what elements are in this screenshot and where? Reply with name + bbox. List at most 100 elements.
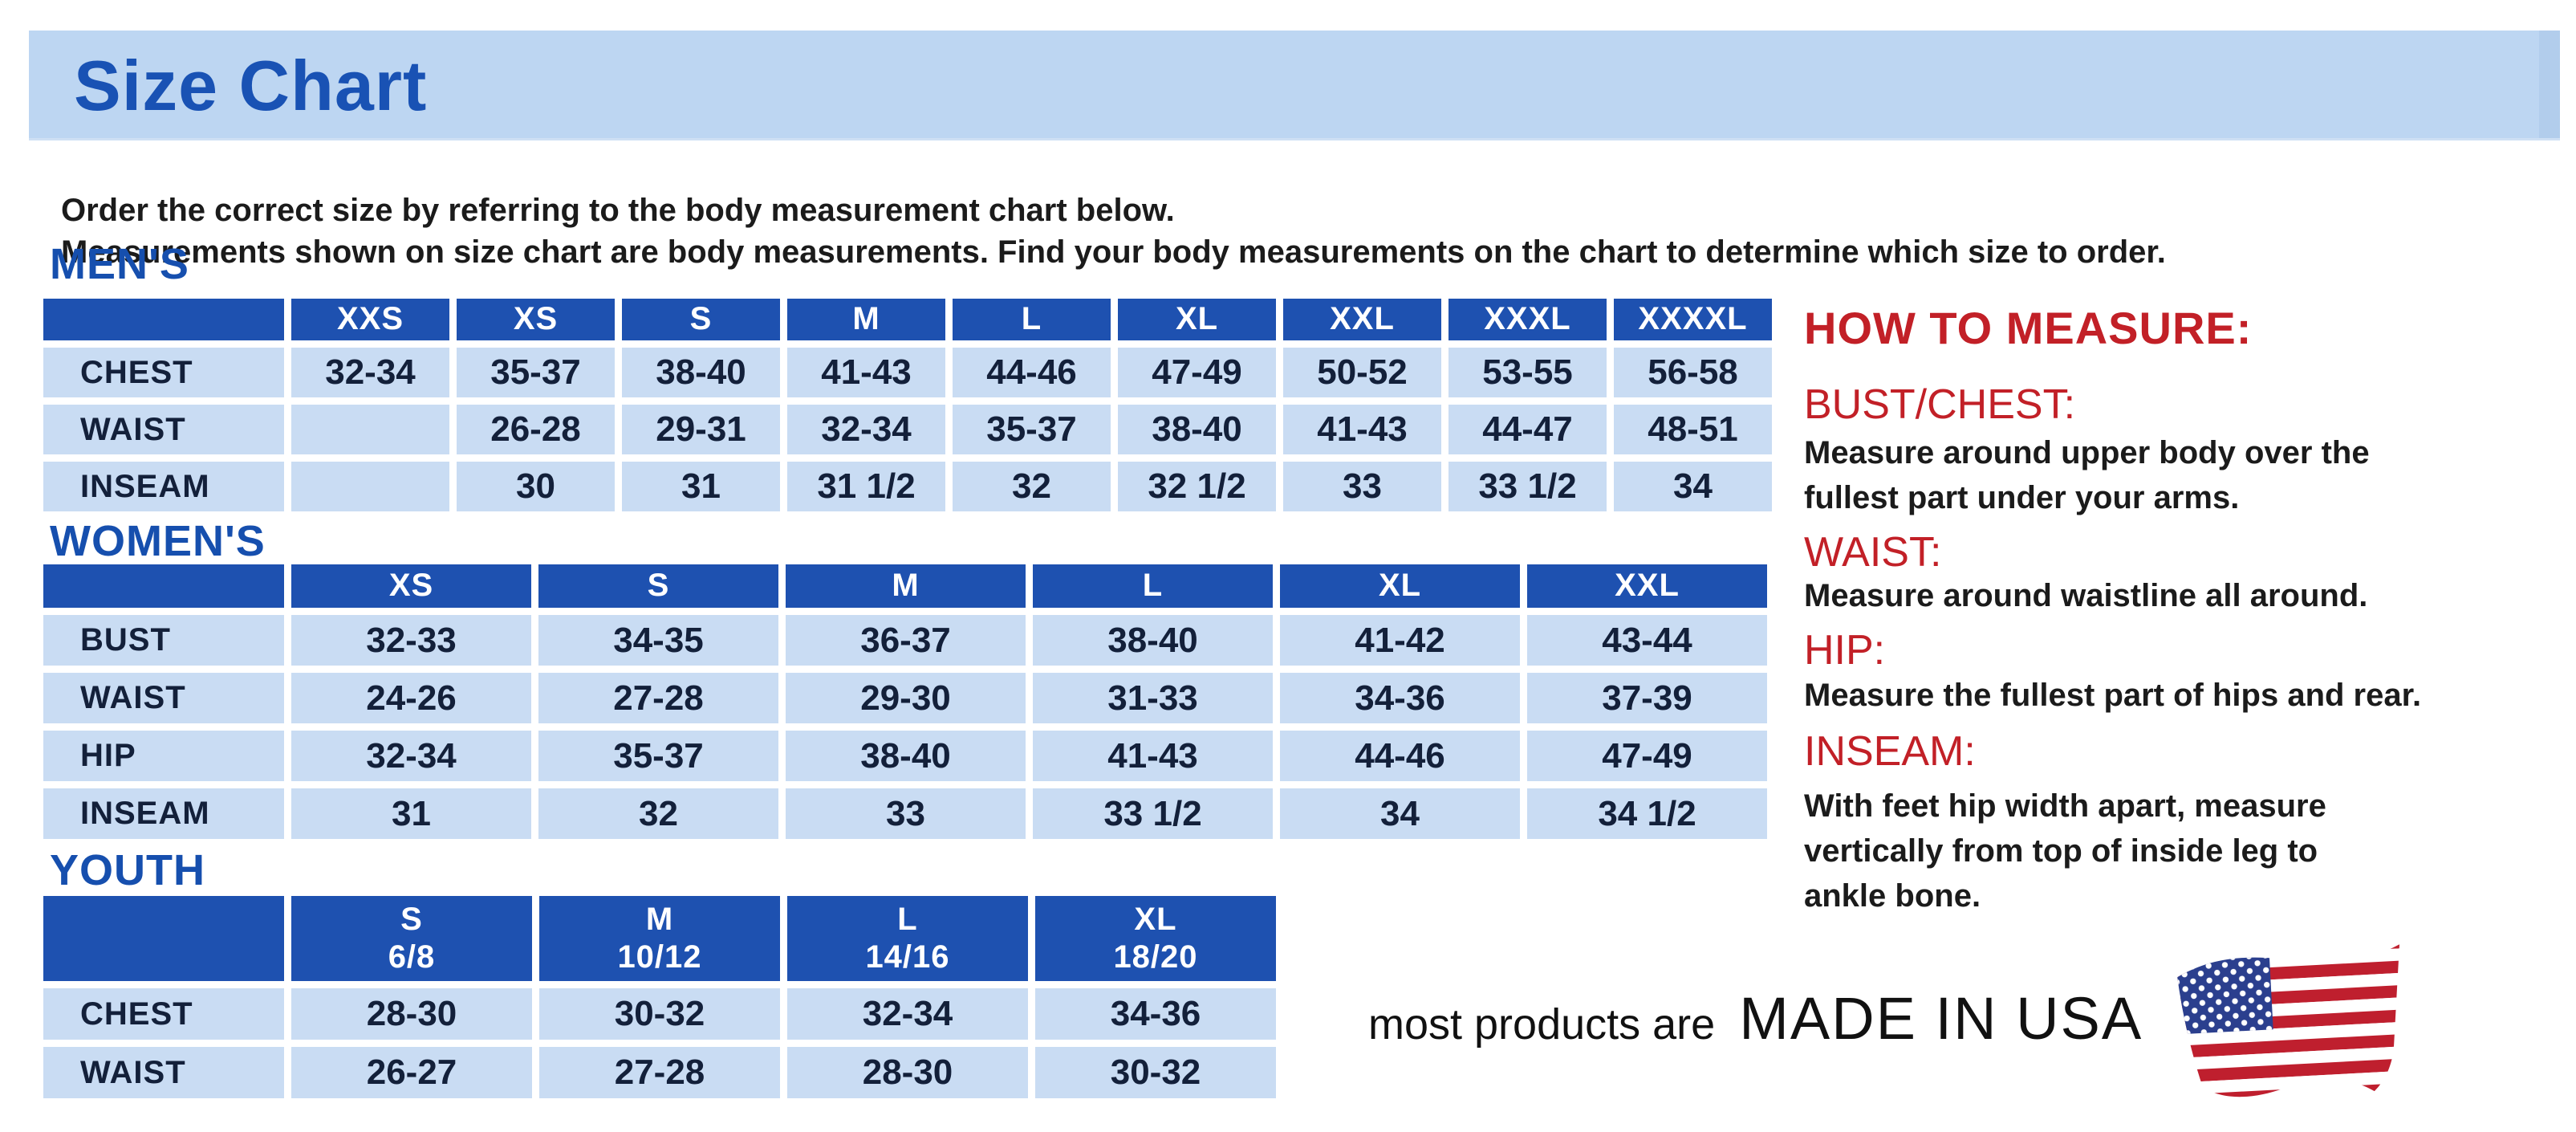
size-cell: 35-37 bbox=[457, 348, 615, 397]
size-column-header: L bbox=[1033, 564, 1273, 608]
size-cell: 32 bbox=[953, 462, 1111, 511]
size-cell: 33 1/2 bbox=[1033, 788, 1273, 839]
measure-label: BUST/CHEST: bbox=[1804, 381, 2076, 428]
size-column-header: XS bbox=[291, 564, 531, 608]
size-cell: 35-37 bbox=[538, 731, 778, 781]
size-cell: 32-34 bbox=[787, 988, 1028, 1040]
size-cell: 34 bbox=[1614, 462, 1772, 511]
size-cell: 26-28 bbox=[457, 405, 615, 454]
womens-section-heading: WOMEN'S bbox=[50, 517, 266, 565]
size-cell: 30-32 bbox=[539, 988, 780, 1040]
size-column-header: XS bbox=[457, 299, 615, 340]
size-cell: 27-28 bbox=[538, 673, 778, 723]
size-cell: 30-32 bbox=[1035, 1047, 1276, 1098]
measure-label: INSEAM: bbox=[1804, 728, 1976, 775]
table-corner-cell bbox=[43, 564, 284, 608]
size-cell: 29-30 bbox=[786, 673, 1026, 723]
row-label: INSEAM bbox=[43, 462, 284, 511]
table-corner-cell bbox=[43, 299, 284, 340]
size-cell: 29-31 bbox=[622, 405, 780, 454]
size-column-header: S 6/8 bbox=[291, 896, 532, 981]
size-cell: 34 1/2 bbox=[1527, 788, 1767, 839]
size-cell: 30 bbox=[457, 462, 615, 511]
size-column-header: XXXXL bbox=[1614, 299, 1772, 340]
size-cell: 44-46 bbox=[953, 348, 1111, 397]
size-column-header: L 14/16 bbox=[787, 896, 1028, 981]
page-title: Size Chart bbox=[74, 46, 428, 125]
row-label: WAIST bbox=[43, 1047, 284, 1098]
measure-label: WAIST: bbox=[1804, 529, 1942, 576]
measure-label: HIP: bbox=[1804, 627, 1886, 674]
size-cell bbox=[291, 405, 449, 454]
made-in-prefix: most products are bbox=[1368, 1000, 1716, 1049]
intro-line-2: Measurements shown on size chart are bod… bbox=[61, 234, 2166, 270]
how-to-measure-panel: HOW TO MEASURE: BUST/CHEST: Measure aroun… bbox=[1804, 302, 2566, 914]
size-cell: 48-51 bbox=[1614, 405, 1772, 454]
row-label: WAIST bbox=[43, 405, 284, 454]
title-banner: Size Chart bbox=[29, 31, 2560, 138]
size-column-header: XXS bbox=[291, 299, 449, 340]
size-cell: 32 1/2 bbox=[1118, 462, 1276, 511]
row-label: WAIST bbox=[43, 673, 284, 723]
youth-section-heading: YOUTH bbox=[50, 846, 205, 894]
womens-size-table: XS S M L XL XXL BUST 32-33 34-35 36-37 38-40 41-42 4… bbox=[43, 564, 1767, 839]
table-corner-cell bbox=[43, 896, 284, 981]
size-cell: 47-49 bbox=[1118, 348, 1276, 397]
size-column-header: XL bbox=[1118, 299, 1276, 340]
row-label: CHEST bbox=[43, 988, 284, 1040]
size-cell: 32-34 bbox=[291, 731, 531, 781]
mens-size-table: XXS XS S M L XL XXL XXXL XXXXL CHEST 32-34 35-37 38-… bbox=[43, 299, 1772, 511]
size-cell: 41-42 bbox=[1280, 615, 1520, 666]
size-cell: 37-39 bbox=[1527, 673, 1767, 723]
size-cell: 38-40 bbox=[1118, 405, 1276, 454]
measure-instructions: Measure around upper body over the fulle… bbox=[1804, 435, 2370, 515]
size-cell: 35-37 bbox=[953, 405, 1111, 454]
size-cell: 33 1/2 bbox=[1448, 462, 1607, 511]
size-column-header: XXXL bbox=[1448, 299, 1607, 340]
size-cell: 41-43 bbox=[1033, 731, 1273, 781]
size-cell: 32 bbox=[538, 788, 778, 839]
how-to-measure-heading: HOW TO MEASURE: bbox=[1804, 303, 2253, 353]
size-cell: 47-49 bbox=[1527, 731, 1767, 781]
size-cell: 27-28 bbox=[539, 1047, 780, 1098]
size-cell: 34 bbox=[1280, 788, 1520, 839]
measure-instructions: With feet hip width apart, measure verti… bbox=[1804, 788, 2326, 914]
size-cell: 38-40 bbox=[622, 348, 780, 397]
row-label: BUST bbox=[43, 615, 284, 666]
size-column-header: M bbox=[786, 564, 1026, 608]
size-cell: 33 bbox=[786, 788, 1026, 839]
size-cell: 24-26 bbox=[291, 673, 531, 723]
size-column-header: XL 18/20 bbox=[1035, 896, 1276, 981]
size-cell: 26-27 bbox=[291, 1047, 532, 1098]
size-column-header: S bbox=[538, 564, 778, 608]
size-cell: 28-30 bbox=[291, 988, 532, 1040]
size-column-header: XL bbox=[1280, 564, 1520, 608]
size-cell: 38-40 bbox=[1033, 615, 1273, 666]
mens-section-heading: MEN'S bbox=[50, 240, 189, 288]
size-cell: 32-34 bbox=[787, 405, 945, 454]
size-cell: 41-43 bbox=[1283, 405, 1441, 454]
size-cell: 28-30 bbox=[787, 1047, 1028, 1098]
size-cell: 33 bbox=[1283, 462, 1441, 511]
youth-size-table: S 6/8 M 10/12 L 14/16 XL 18/20 CHEST 28-30 30-… bbox=[43, 896, 1276, 1098]
made-in-usa-text: MADE IN USA bbox=[1739, 985, 2143, 1052]
made-in-usa-line: most products are MADE IN USA bbox=[1368, 984, 2143, 1053]
size-column-header: M 10/12 bbox=[539, 896, 780, 981]
size-cell: 31 bbox=[622, 462, 780, 511]
intro-text: Order the correct size by referring to t… bbox=[61, 189, 2166, 273]
size-cell: 41-43 bbox=[787, 348, 945, 397]
size-cell: 32-33 bbox=[291, 615, 531, 666]
intro-line-1: Order the correct size by referring to t… bbox=[61, 193, 1175, 228]
row-label: CHEST bbox=[43, 348, 284, 397]
size-column-header: S bbox=[622, 299, 780, 340]
size-cell: 36-37 bbox=[786, 615, 1026, 666]
us-flag-icon bbox=[2176, 944, 2407, 1101]
size-cell: 53-55 bbox=[1448, 348, 1607, 397]
size-cell: 50-52 bbox=[1283, 348, 1441, 397]
size-column-header: XXL bbox=[1283, 299, 1441, 340]
size-cell: 34-36 bbox=[1035, 988, 1276, 1040]
size-cell: 32-34 bbox=[291, 348, 449, 397]
size-cell: 44-47 bbox=[1448, 405, 1607, 454]
size-cell: 43-44 bbox=[1527, 615, 1767, 666]
